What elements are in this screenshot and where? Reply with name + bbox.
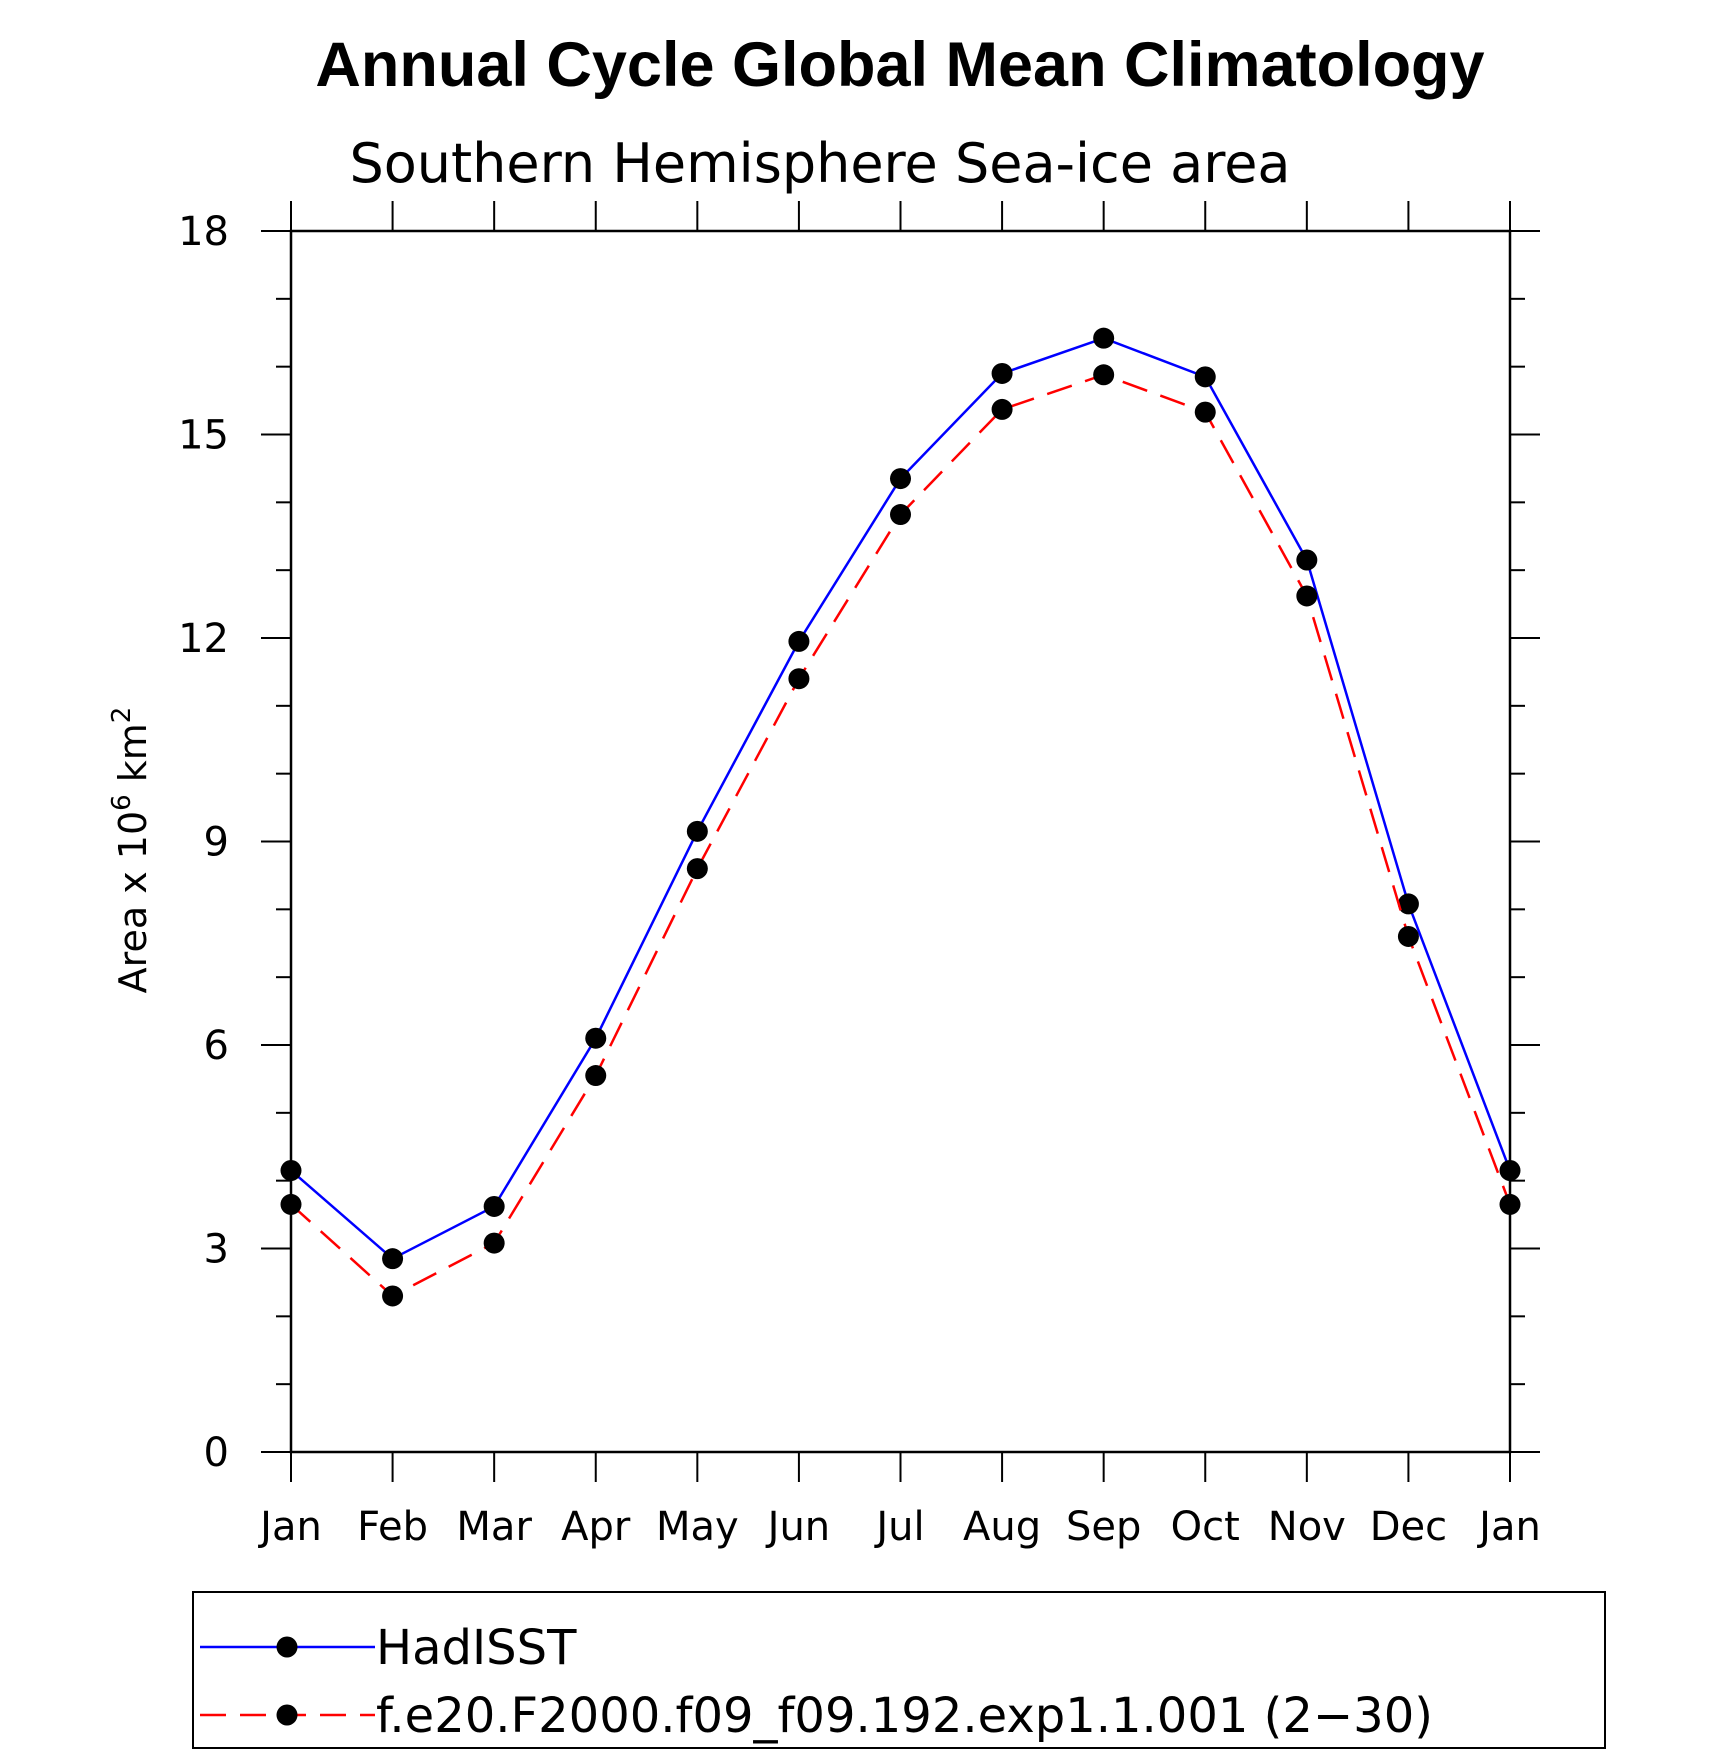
data-point [585,1065,607,1087]
x-tick-label: Feb [357,1504,428,1550]
x-tick-label: May [656,1504,739,1550]
data-point [686,820,708,842]
x-tick-label: Sep [1066,1504,1141,1550]
plot-frame [289,229,1512,1454]
series-1 [280,327,1521,1270]
data-point [483,1232,505,1254]
data-point [1499,1159,1521,1181]
series-layer [280,327,1521,1307]
data-point [382,1248,404,1270]
data-point [585,1027,607,1049]
data-point [1093,364,1115,386]
chart-subtitle: Southern Hemisphere Sea-ice area [349,132,1290,195]
y-tick-label: 12 [178,616,229,662]
y-tick-label: 3 [204,1227,229,1273]
data-point [483,1195,505,1217]
data-point [1397,925,1419,947]
y-axis-label: Area x 106 km2 [107,707,155,994]
x-tick-label: Dec [1370,1504,1447,1550]
y-tick-label: 6 [204,1023,229,1069]
data-point [1397,893,1419,915]
legend-box [192,1591,1606,1749]
legend: HadISST f.e20.F2000.f09_f09.192.exp1.1.00… [200,1620,1433,1744]
y-tick-label: 18 [178,209,229,255]
y-tick-label: 9 [204,820,229,866]
data-point [1296,549,1318,571]
data-point [280,1193,302,1215]
x-tick-label: Oct [1171,1504,1240,1550]
y-tick-label: 15 [178,413,229,459]
data-point [1194,401,1216,423]
x-tick-label: Nov [1268,1504,1346,1550]
data-point [382,1285,404,1307]
y-tick-label: 0 [204,1430,229,1476]
legend-label: HadISST [376,1620,577,1676]
data-point [991,398,1013,420]
legend-marker [276,1704,298,1726]
data-point [788,668,810,690]
x-tick-label: Jun [765,1504,831,1550]
data-point [788,630,810,652]
legend-label: f.e20.F2000.f09_f09.192.exp1.1.001 (2−30… [376,1688,1433,1744]
data-point [991,362,1013,384]
x-tick-label: Jan [1476,1504,1541,1550]
data-point [1499,1193,1521,1215]
data-point [1296,585,1318,607]
data-point [686,858,708,880]
data-point [280,1159,302,1181]
data-point [890,468,911,490]
x-tick-label: Jan [257,1504,322,1550]
x-tick-label: Aug [963,1504,1041,1550]
chart-title: Annual Cycle Global Mean Climatology [315,30,1484,100]
x-tick-label: Mar [456,1504,532,1550]
x-tick-label: Jul [873,1504,924,1550]
data-point [1194,366,1216,388]
plot-axes: 0 3 6 9 12 15 18 Jan Feb Mar Apr May Jun Jul Aug Sep Oct… [178,201,1541,1550]
data-point [1093,327,1115,349]
series-2 [280,364,1521,1307]
legend-marker [276,1636,298,1658]
x-tick-label: Apr [561,1504,631,1550]
data-point [890,504,911,526]
